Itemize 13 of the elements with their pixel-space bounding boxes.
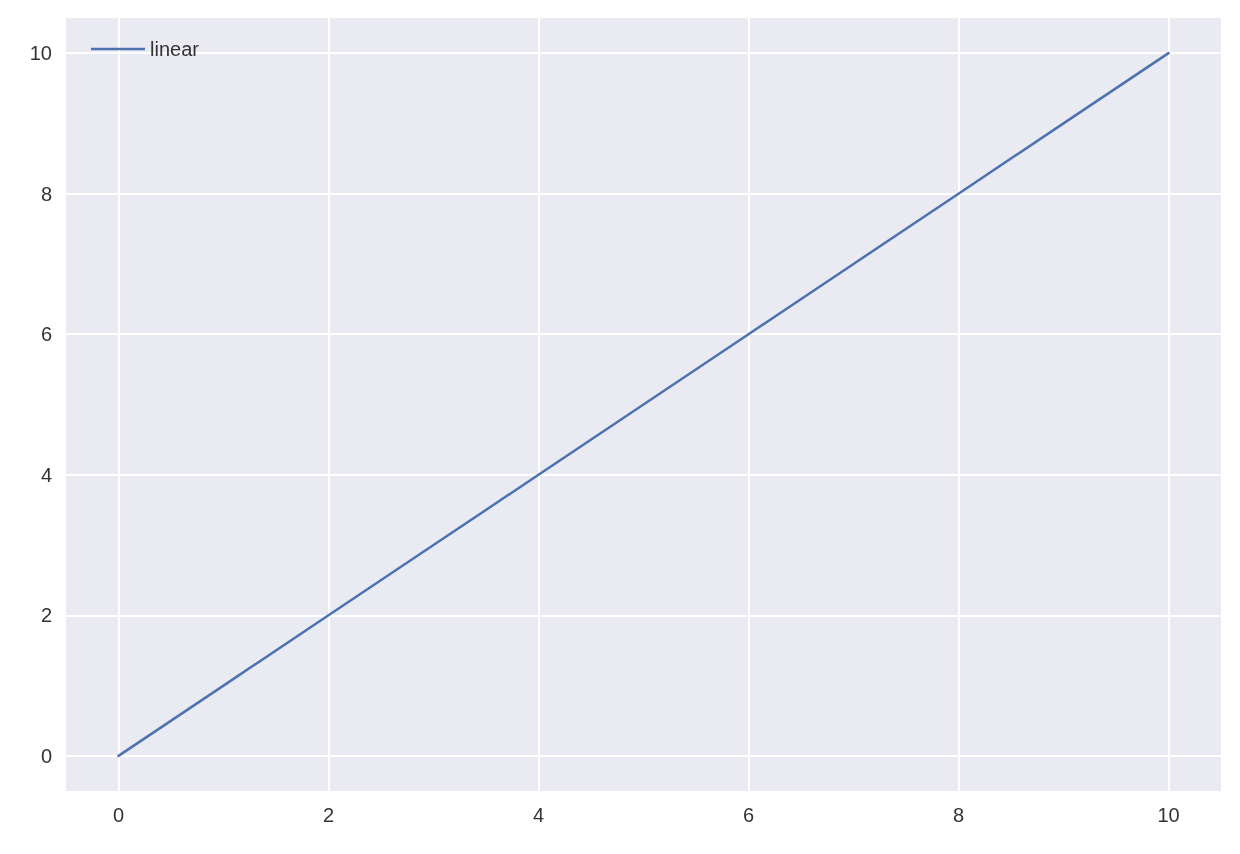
y-tick-label: 10	[29, 42, 52, 65]
x-tick-label: 2	[322, 804, 335, 826]
x-tick-label: 6	[742, 804, 755, 826]
y-tick-label: 2	[40, 604, 52, 627]
legend-label: linear	[150, 38, 200, 60]
x-tick-label: 10	[1157, 804, 1180, 826]
x-tick-label: 0	[112, 804, 125, 826]
y-tick-label: 0	[40, 744, 52, 767]
x-tick-label: 8	[952, 804, 965, 826]
y-tick-label: 8	[40, 182, 52, 205]
y-tick-label: 4	[40, 463, 52, 486]
x-tick-label: 4	[532, 804, 545, 826]
y-tick-label: 6	[40, 323, 52, 346]
